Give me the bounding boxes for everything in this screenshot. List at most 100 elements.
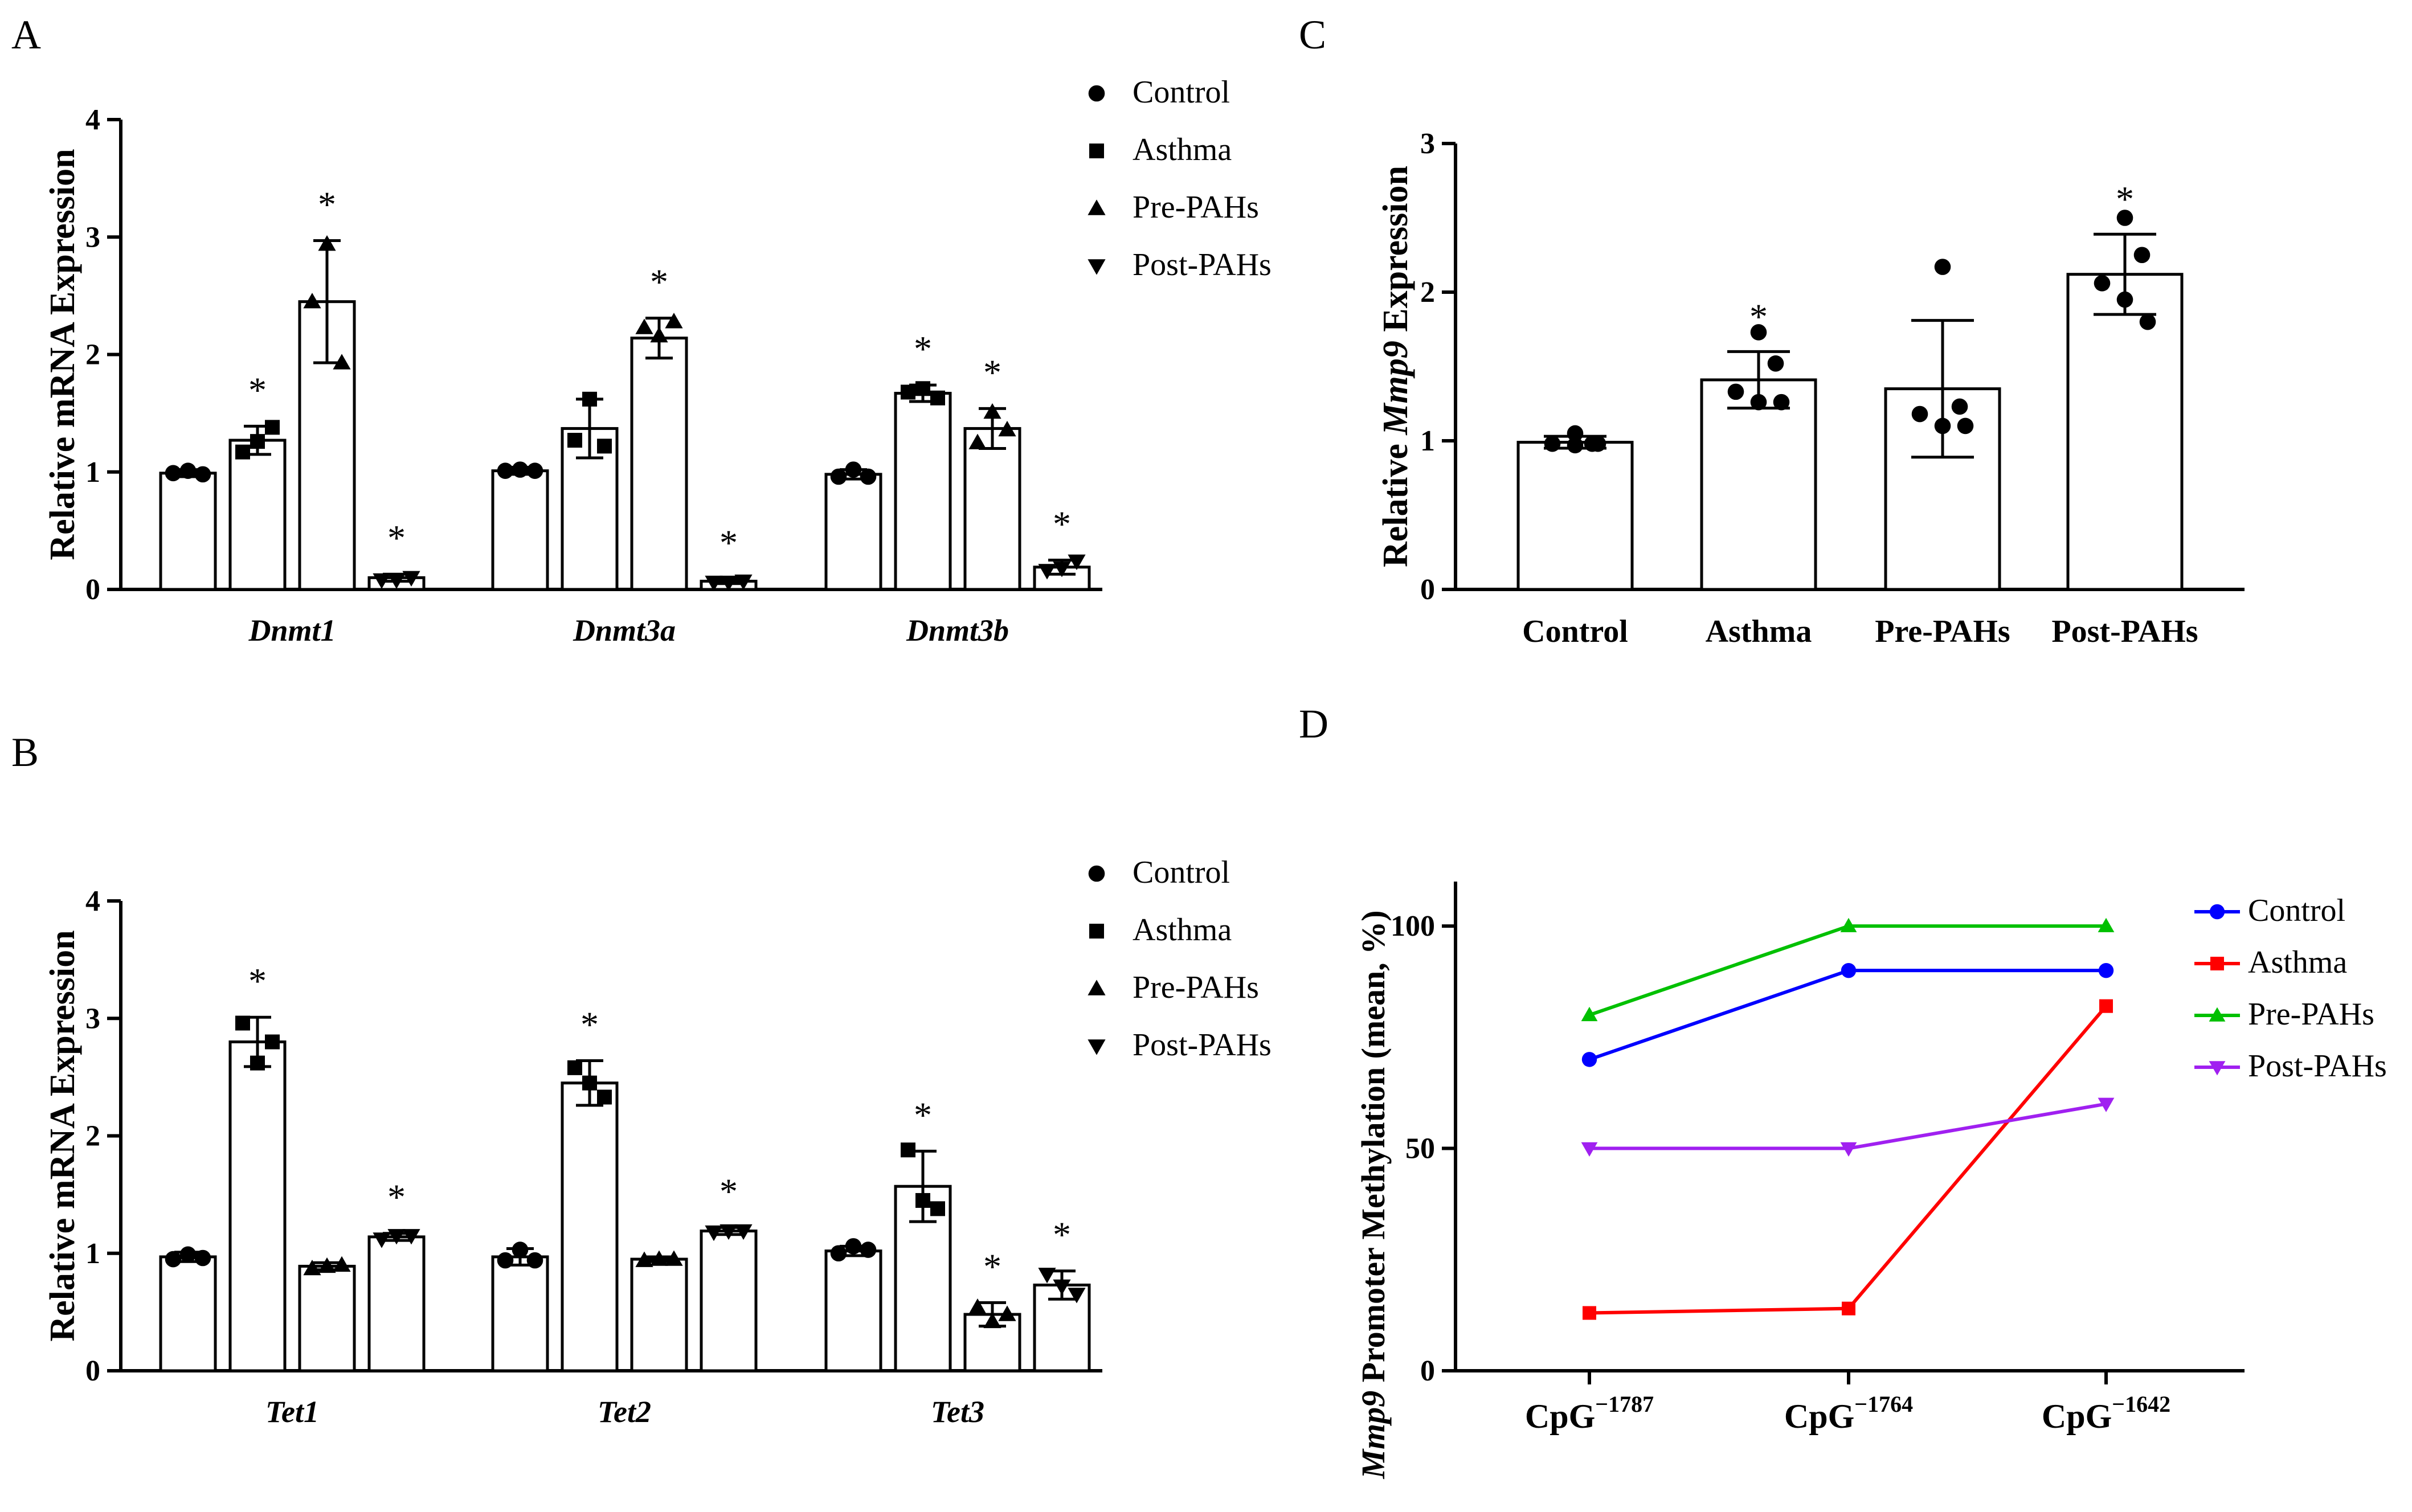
data-point <box>1773 394 1790 411</box>
y-tick-label: 4 <box>85 104 100 136</box>
data-point <box>2116 291 2133 308</box>
data-point <box>1068 554 1086 571</box>
data-point <box>1951 398 1968 415</box>
series-line-Asthma <box>1589 1005 2108 1315</box>
panel-a-chart: 0 1 2 3 4 * * * Dnmt1 * * Dnmt3a * * * Dnmt3b Relative m… <box>43 75 1272 648</box>
data-point <box>567 433 582 448</box>
y-tick-label: 2 <box>85 1120 100 1153</box>
significance-marker: * <box>650 262 668 302</box>
data-point <box>165 465 182 482</box>
data-point <box>194 466 211 483</box>
data-point <box>830 1245 847 1262</box>
bar-Tet3-Post-PAHs <box>1033 1283 1091 1372</box>
significance-marker: * <box>1053 1215 1071 1255</box>
legend-marker <box>2209 904 2225 920</box>
data-point <box>497 462 514 479</box>
data-point <box>265 1034 280 1050</box>
data-point <box>983 1312 1001 1329</box>
data-point <box>387 1229 406 1245</box>
significance-marker: * <box>719 522 738 563</box>
group-label: Dnmt3b <box>906 613 1009 648</box>
series-point-Asthma <box>1583 1306 1596 1320</box>
data-point <box>665 1250 683 1266</box>
series-point-Post-PAHs <box>1581 1142 1598 1157</box>
panel-c-chart: 0 1 2 3 Control * Asthma Pre-PAHs * Post-PAHs Rela… <box>1376 128 2245 649</box>
significance-marker: * <box>387 1177 406 1218</box>
series-point-Pre-PAHs <box>2098 917 2115 932</box>
category-label: Control <box>1522 614 1628 649</box>
series-line-Control <box>1589 969 2106 1062</box>
legend-marker <box>1088 865 1105 882</box>
data-point <box>734 574 753 591</box>
data-point <box>373 573 391 589</box>
data-point <box>303 1259 321 1276</box>
data-point <box>567 1060 582 1075</box>
data-point <box>402 571 420 587</box>
data-point <box>650 326 668 343</box>
data-point <box>635 318 653 334</box>
bar-Tet1-Pre-PAHs <box>298 1264 356 1372</box>
data-point <box>318 235 336 251</box>
data-point <box>318 1257 336 1273</box>
data-point <box>1934 259 1951 275</box>
legend-marker <box>1088 199 1106 215</box>
data-point <box>998 420 1016 437</box>
y-tick-label: 2 <box>85 339 100 371</box>
bar-Tet2-Control <box>491 1255 549 1372</box>
data-point <box>845 461 862 478</box>
bar-Dnmt1-Control <box>159 472 217 591</box>
data-point <box>497 1252 514 1269</box>
data-point <box>1567 425 1584 442</box>
legend-label-control: Control <box>1133 75 1230 110</box>
data-point <box>665 313 683 329</box>
y-tick-label: 3 <box>1420 128 1435 160</box>
data-point <box>1767 355 1784 372</box>
data-point <box>1038 1268 1056 1284</box>
data-point <box>512 461 529 478</box>
bar-Dnmt3a-Pre-PAHs <box>630 337 688 591</box>
data-point <box>1957 417 1974 435</box>
data-point <box>402 1229 420 1245</box>
y-tick-label: 0 <box>85 573 100 606</box>
data-point <box>719 1224 738 1240</box>
bar-Tet3-Control <box>824 1249 882 1372</box>
x-tick-label: CpG−1642 <box>2042 1391 2170 1435</box>
series-line-Post-PAHs <box>1589 1102 2107 1150</box>
legend-marker <box>1088 85 1105 102</box>
y-tick-label: 3 <box>85 221 100 253</box>
data-point <box>1727 383 1744 400</box>
data-point <box>719 575 738 592</box>
legend-label-asthma: Asthma <box>1133 912 1232 948</box>
data-point <box>250 1055 265 1071</box>
significance-marker: * <box>248 961 267 1001</box>
data-point <box>333 354 351 370</box>
legend-marker <box>1088 980 1106 995</box>
data-point <box>860 468 877 485</box>
data-point <box>1750 394 1767 411</box>
y-axis-label: Mmp9 Promoter Methylation (mean, %) <box>1355 910 1392 1479</box>
data-point <box>2139 313 2156 330</box>
data-point <box>2133 247 2151 264</box>
data-point <box>235 444 250 460</box>
series-point-Control <box>2098 962 2114 978</box>
significance-marker: * <box>983 352 1001 392</box>
data-point <box>265 420 280 435</box>
data-point <box>705 575 723 592</box>
bar-Asthma <box>1700 378 1817 591</box>
significance-marker: * <box>387 518 406 558</box>
group-label: Tet1 <box>265 1395 319 1429</box>
data-point <box>968 433 987 449</box>
legend-label-pre-pahs: Pre-PAHs <box>1133 190 1259 225</box>
significance-marker: * <box>2116 179 2134 219</box>
y-tick-label: 1 <box>1420 425 1435 457</box>
legend-marker <box>1088 1039 1106 1055</box>
bar-Tet2-Asthma <box>561 1081 619 1372</box>
significance-marker: * <box>1053 503 1071 544</box>
bar-Post-PAHs <box>2066 273 2184 591</box>
legend-marker <box>2209 1061 2226 1076</box>
y-tick-label: 1 <box>85 456 100 489</box>
panel-d-chart: 0 50 100 CpG−1787 CpG−1764 CpG−1642 Control Ast… <box>1355 882 2387 1480</box>
significance-marker: * <box>318 184 336 224</box>
data-point <box>998 1305 1016 1321</box>
data-point <box>235 1015 250 1031</box>
